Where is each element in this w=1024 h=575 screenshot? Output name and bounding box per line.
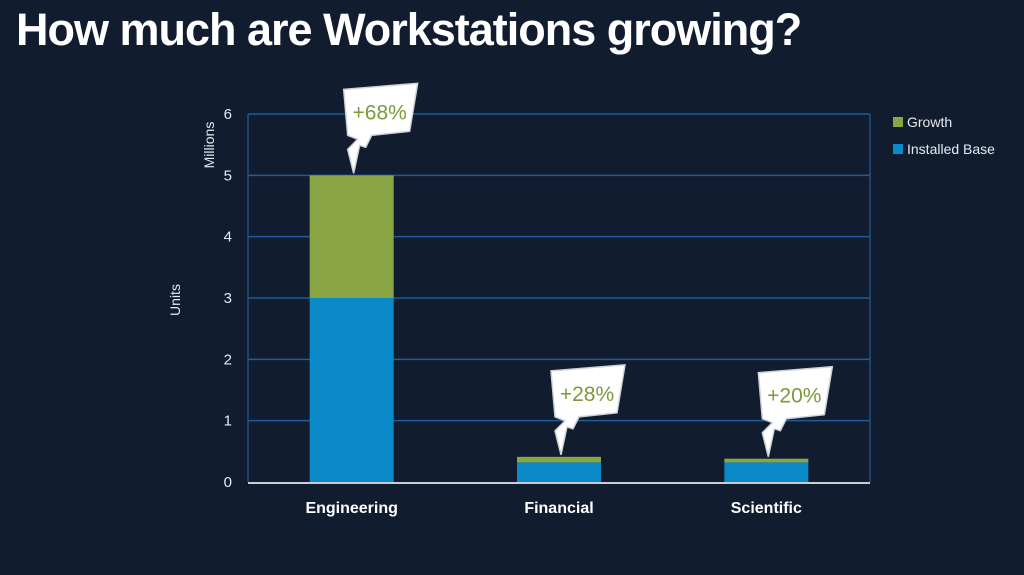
legend-swatch-installed-base xyxy=(893,144,903,154)
page-title: How much are Workstations growing? xyxy=(16,4,802,55)
legend-swatch-growth xyxy=(893,117,903,127)
category-labels: Engineering Financial Scientific xyxy=(305,500,802,517)
bars xyxy=(309,175,809,482)
y-tick-label: 3 xyxy=(224,290,232,307)
y-tick-label: 1 xyxy=(224,413,232,430)
callout-bubble: +68% xyxy=(342,82,419,174)
bar-installed-base xyxy=(724,462,809,482)
bar-growth xyxy=(309,175,394,298)
callout-bubble: +28% xyxy=(550,364,626,456)
y-tick-label: 6 xyxy=(224,106,232,123)
y-axis-label: Units xyxy=(167,284,183,316)
y-tick-label: 2 xyxy=(224,351,232,368)
callout-shape xyxy=(757,365,834,457)
callout-shape xyxy=(342,82,419,174)
growth-percent-label: +68% xyxy=(353,101,407,124)
legend: Growth Installed Base xyxy=(893,114,995,157)
growth-percent-label: +20% xyxy=(767,385,821,408)
bar-growth xyxy=(517,456,601,463)
callout-shape xyxy=(550,364,626,456)
bar-growth xyxy=(724,458,809,463)
bar-installed-base xyxy=(309,298,394,482)
callout-bubble: +20% xyxy=(757,365,834,457)
growth-percent-label: +28% xyxy=(560,383,614,406)
legend-label: Installed Base xyxy=(907,141,995,157)
y-tick-label: 4 xyxy=(224,229,232,246)
legend-label: Growth xyxy=(907,114,952,130)
category-label: Scientific xyxy=(731,500,802,517)
category-label: Financial xyxy=(524,500,593,517)
y-tick-labels: 0 1 2 3 4 5 6 xyxy=(224,106,232,491)
y-tick-label: 5 xyxy=(224,167,232,184)
category-label: Engineering xyxy=(305,500,397,517)
y-tick-label: 0 xyxy=(224,474,232,491)
annotations: +68% +28% +20% xyxy=(342,82,834,457)
bar-installed-base xyxy=(517,462,601,482)
y-axis-unit-label: Millions xyxy=(201,122,217,169)
